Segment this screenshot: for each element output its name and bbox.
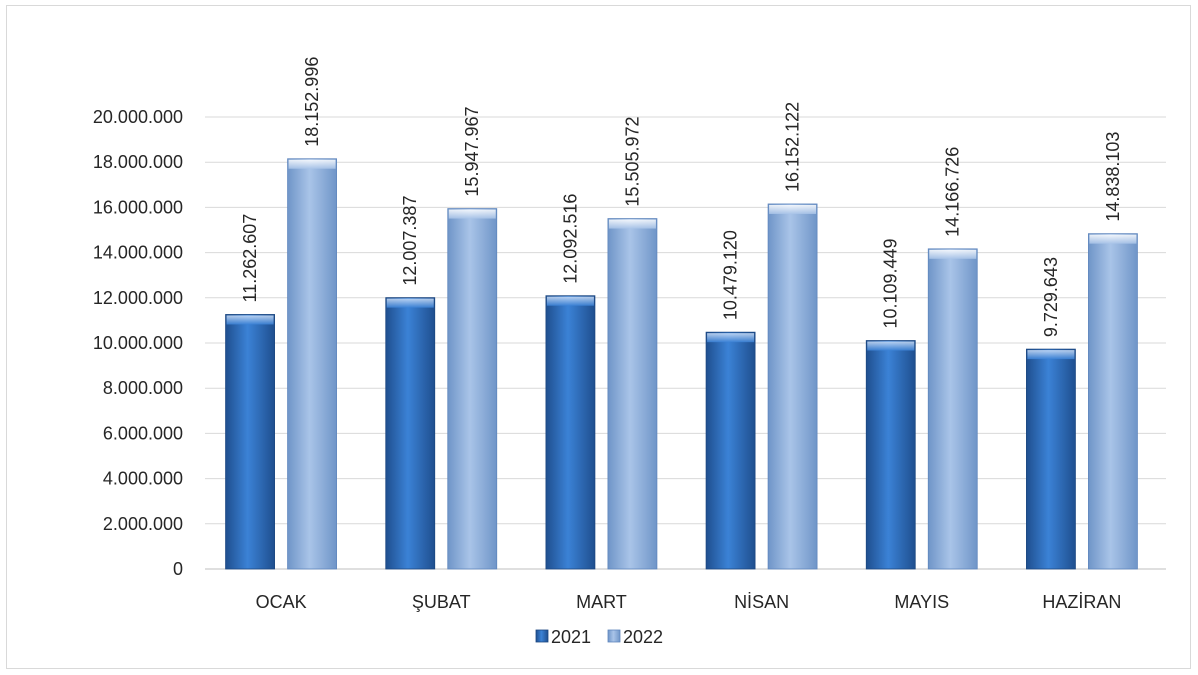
bar-cap — [867, 341, 915, 351]
legend-label-2021: 2021 — [551, 627, 591, 647]
y-tick-label: 2.000.000 — [103, 514, 183, 534]
x-tick-label: OCAK — [256, 592, 307, 612]
bars: 11.262.607 18.152.996 12.007.387 15.947.967… — [225, 57, 1138, 570]
bar-cap — [1089, 234, 1137, 244]
data-label: 14.166.726 — [943, 147, 963, 237]
data-label: 12.092.516 — [560, 194, 580, 284]
bar-2022-ni̇san — [767, 203, 818, 570]
legend: 2021 2022 — [535, 627, 663, 647]
bar-2022-mart — [607, 218, 658, 570]
bar-2021-hazi̇ran — [1026, 348, 1076, 570]
y-tick-label: 8.000.000 — [103, 378, 183, 398]
x-tick-label: MART — [576, 592, 627, 612]
bar-cap — [288, 159, 336, 169]
legend-label-2022: 2022 — [623, 627, 663, 647]
bar-cap — [929, 249, 977, 259]
data-label: 16.152.122 — [783, 102, 803, 192]
data-label: 12.007.387 — [400, 196, 420, 286]
y-tick-label: 10.000.000 — [93, 333, 183, 353]
bar-2021-şubat — [385, 297, 436, 570]
data-label: 9.729.643 — [1041, 257, 1061, 337]
y-tick-label: 12.000.000 — [93, 288, 183, 308]
data-label: 14.838.103 — [1103, 132, 1123, 222]
legend-swatch-2022 — [607, 629, 621, 643]
bar-2022-hazi̇ran — [1088, 233, 1138, 570]
bar-2021-ni̇san — [705, 331, 756, 570]
bar-cap — [1027, 350, 1075, 360]
bar-cap — [769, 204, 817, 214]
y-tick-label: 16.000.000 — [93, 197, 183, 217]
y-tick-label: 18.000.000 — [93, 152, 183, 172]
y-tick-label: 0 — [173, 559, 183, 579]
y-axis: 0 2.000.000 4.000.000 6.000.000 8.000.000 10.… — [93, 107, 183, 579]
y-tick-label: 6.000.000 — [103, 423, 183, 443]
bar-cap — [707, 333, 755, 343]
bar-cap — [608, 219, 656, 229]
x-axis: OCAK ŞUBAT MART NİSAN MAYIS HAZİRAN — [256, 592, 1122, 612]
y-tick-label: 20.000.000 — [93, 107, 183, 127]
data-label: 15.947.967 — [462, 106, 482, 196]
bar-2021-mart — [545, 295, 596, 570]
bar-2022-şubat — [447, 208, 498, 570]
x-tick-label: ŞUBAT — [412, 592, 471, 612]
data-label: 10.109.449 — [881, 238, 901, 328]
x-tick-label: HAZİRAN — [1042, 592, 1121, 612]
bar-2021-mayis — [865, 340, 916, 570]
bar-2022-mayis — [927, 248, 978, 570]
data-label: 10.479.120 — [721, 230, 741, 320]
y-tick-label: 4.000.000 — [103, 469, 183, 489]
bar-2022-ocak — [287, 158, 337, 570]
bar-2021-ocak — [225, 314, 275, 570]
data-label: 15.505.972 — [622, 116, 642, 206]
grid-lines — [205, 116, 1166, 570]
bar-cap — [386, 298, 434, 308]
bar-cap — [226, 315, 274, 325]
data-label: 18.152.996 — [302, 57, 322, 147]
y-tick-label: 14.000.000 — [93, 243, 183, 263]
legend-swatch-2021 — [535, 629, 549, 643]
bar-cap — [448, 209, 496, 219]
bar-cap — [546, 296, 594, 306]
chart-frame — [6, 5, 1191, 669]
x-tick-label: NİSAN — [734, 592, 789, 612]
data-label: 11.262.607 — [240, 214, 260, 303]
x-tick-label: MAYIS — [894, 592, 949, 612]
